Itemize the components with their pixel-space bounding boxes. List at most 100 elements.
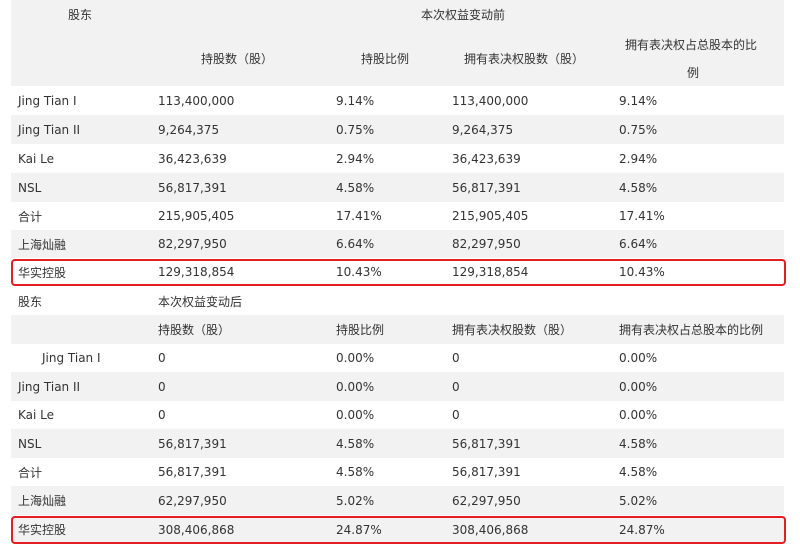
table-row-highlighted: 华实控股 129,318,854 10.43% 129,318,854 10.4… (11, 259, 784, 285)
row-name: NSL (18, 436, 42, 451)
table1-col-vote-ratio-cont: 例 (687, 65, 700, 80)
table1-col-ratio: 持股比例 (361, 51, 410, 66)
row-ratio: 24.87% (336, 522, 382, 537)
row-vote-ratio: 4.58% (619, 465, 658, 479)
table2-group-header: 本次权益变动后 (158, 294, 243, 309)
row-vote-shares: 9,264,375 (452, 122, 514, 137)
row-name: Kai Le (18, 151, 55, 166)
row-name: 华实控股 (18, 265, 67, 280)
row-name: Kai Le (18, 408, 55, 422)
row-ratio: 4.58% (336, 180, 375, 195)
row-vote-shares: 62,297,950 (452, 493, 521, 508)
table-row: Kai Le 0 0.00% 0 0.00% (11, 401, 784, 429)
row-ratio: 2.94% (336, 151, 375, 166)
row-vote-ratio: 6.64% (619, 237, 658, 251)
row-ratio: 0.00% (336, 408, 375, 422)
table1-group-header: 本次权益变动前 (421, 7, 506, 22)
table-row: 上海灿融 62,297,950 5.02% 62,297,950 5.02% (11, 486, 784, 515)
row-name: Jing Tian I (18, 93, 77, 108)
row-ratio: 4.58% (336, 465, 375, 479)
row-name: 上海灿融 (18, 494, 67, 508)
row-shares: 0 (158, 379, 166, 394)
row-vote-ratio: 17.41% (619, 209, 665, 223)
row-shares: 215,905,405 (158, 209, 235, 223)
table2-shareholder-header: 股东 (18, 294, 43, 309)
table2-col-vote-ratio: 拥有表决权占总股本的比例 (619, 323, 764, 337)
row-vote-ratio: 2.94% (619, 151, 658, 166)
table-row: Jing Tian I 0 0.00% 0 0.00% (11, 344, 784, 372)
row-vote-shares: 308,406,868 (452, 522, 529, 537)
table-row: Jing Tian II 0 0.00% 0 0.00% (11, 372, 784, 401)
row-vote-ratio: 10.43% (619, 265, 665, 279)
table1-col-vote-ratio: 拥有表决权占总股本的比 (625, 37, 758, 52)
row-vote-shares: 36,423,639 (452, 151, 521, 166)
row-name: 合计 (18, 209, 43, 224)
table2-col-shares: 持股数（股） (158, 323, 231, 337)
row-name: 合计 (18, 465, 43, 480)
row-ratio: 9.14% (336, 93, 375, 108)
row-vote-ratio: 5.02% (619, 493, 658, 508)
table2-col-header-row: 持股数（股） 持股比例 拥有表决权股数（股） 拥有表决权占总股本的比例 (11, 315, 784, 344)
table-row: 上海灿融 82,297,950 6.64% 82,297,950 6.64% (11, 230, 784, 258)
table2-header: 股东 本次权益变动后 (11, 287, 784, 315)
table-row: 合计 56,817,391 4.58% 56,817,391 4.58% (11, 458, 784, 486)
row-shares: 0 (158, 351, 166, 365)
row-vote-shares: 82,297,950 (452, 237, 521, 251)
row-vote-shares: 129,318,854 (452, 265, 529, 279)
row-shares: 9,264,375 (158, 122, 220, 137)
row-name: 上海灿融 (18, 237, 67, 252)
row-vote-shares: 0 (452, 351, 460, 365)
row-name: Jing Tian II (18, 122, 81, 137)
row-vote-ratio: 24.87% (619, 522, 665, 537)
row-name: Jing Tian I (42, 351, 101, 365)
row-name: Jing Tian II (18, 379, 81, 394)
row-vote-shares: 0 (452, 408, 460, 422)
table-row: Kai Le 36,423,639 2.94% 36,423,639 2.94% (11, 144, 784, 173)
table1-shareholder-header: 股东 (68, 7, 93, 22)
row-shares: 129,318,854 (158, 265, 235, 279)
row-ratio: 6.64% (336, 237, 375, 251)
row-shares: 56,817,391 (158, 436, 227, 451)
row-vote-shares: 113,400,000 (452, 93, 529, 108)
row-ratio: 4.58% (336, 436, 375, 451)
row-vote-ratio: 0.00% (619, 408, 658, 422)
table2-col-vote-shares: 拥有表决权股数（股） (452, 323, 573, 337)
table1-header: 股东 本次权益变动前 持股数（股） 持股比例 拥有表决权股数（股） 拥有表决权占… (11, 0, 784, 86)
row-vote-ratio: 4.58% (619, 436, 658, 451)
table-row: Jing Tian II 9,264,375 0.75% 9,264,375 0… (11, 115, 784, 144)
row-name: NSL (18, 180, 42, 195)
row-name: 华实控股 (18, 523, 67, 537)
row-vote-shares: 215,905,405 (452, 209, 529, 223)
row-vote-ratio: 0.00% (619, 351, 658, 365)
row-vote-shares: 0 (452, 379, 460, 394)
row-ratio: 17.41% (336, 209, 382, 223)
row-shares: 113,400,000 (158, 93, 235, 108)
table1-col-shares: 持股数（股） (201, 51, 274, 66)
row-shares: 62,297,950 (158, 493, 227, 508)
table2-col-ratio: 持股比例 (336, 323, 385, 337)
table-row: NSL 56,817,391 4.58% 56,817,391 4.58% (11, 429, 784, 458)
row-ratio: 0.75% (336, 122, 375, 137)
row-vote-ratio: 4.58% (619, 180, 658, 195)
table-row: 合计 215,905,405 17.41% 215,905,405 17.41% (11, 202, 784, 230)
table-row-highlighted: 华实控股 308,406,868 24.87% 308,406,868 24.8… (11, 516, 784, 543)
row-ratio: 0.00% (336, 379, 375, 394)
table-row: Jing Tian I 113,400,000 9.14% 113,400,00… (11, 86, 784, 115)
row-ratio: 10.43% (336, 265, 382, 279)
row-vote-ratio: 0.00% (619, 379, 658, 394)
table-row: NSL 56,817,391 4.58% 56,817,391 4.58% (11, 173, 784, 202)
row-shares: 0 (158, 408, 166, 422)
row-vote-shares: 56,817,391 (452, 436, 521, 451)
row-ratio: 0.00% (336, 351, 375, 365)
row-shares: 308,406,868 (158, 522, 235, 537)
row-ratio: 5.02% (336, 493, 375, 508)
row-vote-shares: 56,817,391 (452, 465, 521, 479)
row-vote-shares: 56,817,391 (452, 180, 521, 195)
table1-col-vote-shares: 拥有表决权股数（股） (464, 51, 585, 66)
row-shares: 82,297,950 (158, 237, 227, 251)
row-shares: 56,817,391 (158, 180, 227, 195)
row-shares: 36,423,639 (158, 151, 227, 166)
row-shares: 56,817,391 (158, 465, 227, 479)
row-vote-ratio: 9.14% (619, 93, 658, 108)
row-vote-ratio: 0.75% (619, 122, 658, 137)
